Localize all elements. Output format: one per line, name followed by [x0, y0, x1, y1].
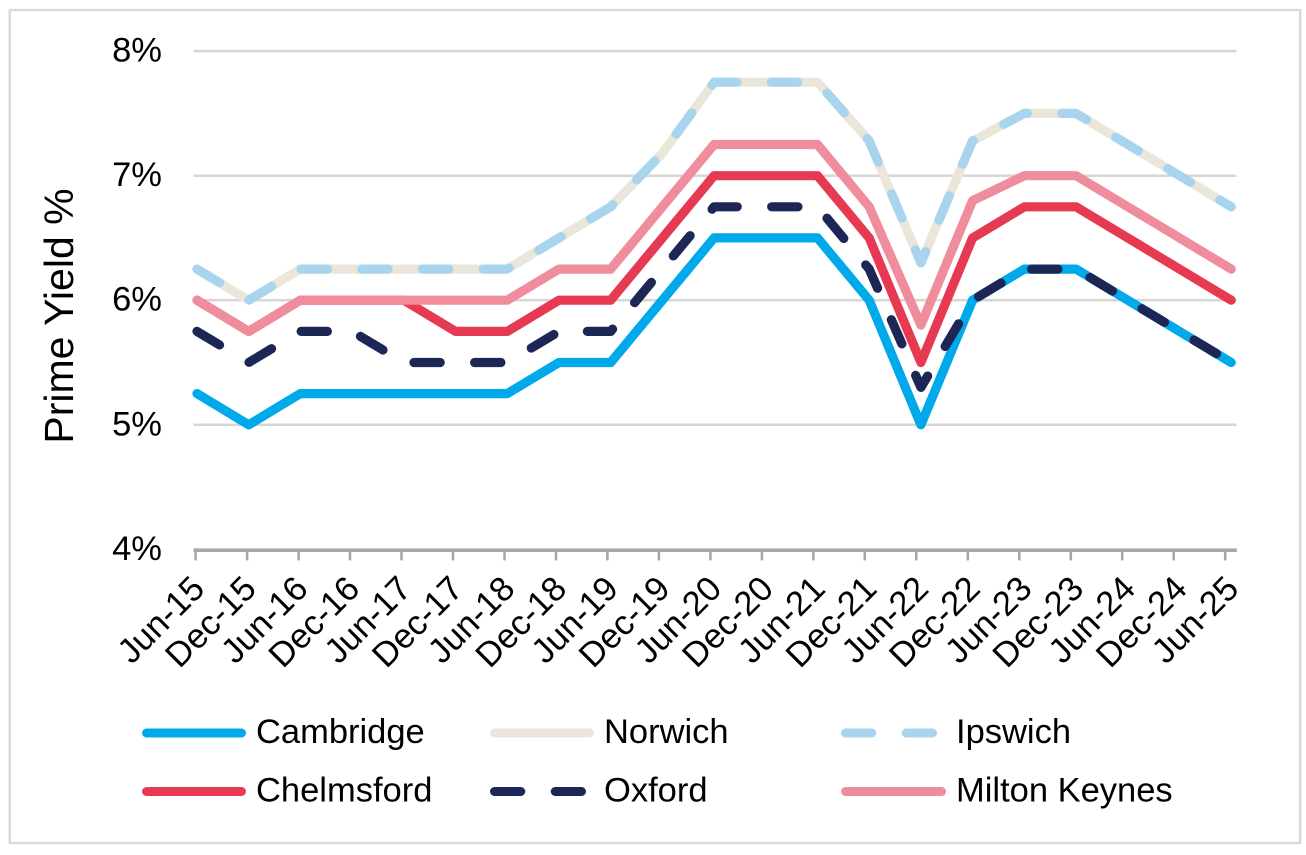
svg-text:Chelmsford: Chelmsford — [256, 772, 432, 810]
svg-text:Cambridge: Cambridge — [256, 713, 425, 751]
svg-text:Norwich: Norwich — [604, 713, 729, 751]
svg-text:8%: 8% — [112, 32, 162, 70]
svg-text:Ipswich: Ipswich — [956, 713, 1071, 751]
svg-text:7%: 7% — [112, 156, 162, 194]
svg-text:4%: 4% — [112, 530, 162, 568]
svg-text:Prime Yield %: Prime Yield % — [36, 188, 82, 443]
svg-text:5%: 5% — [112, 405, 162, 443]
svg-text:6%: 6% — [112, 281, 162, 319]
svg-text:Oxford: Oxford — [604, 772, 708, 810]
svg-text:Milton Keynes: Milton Keynes — [956, 772, 1173, 810]
